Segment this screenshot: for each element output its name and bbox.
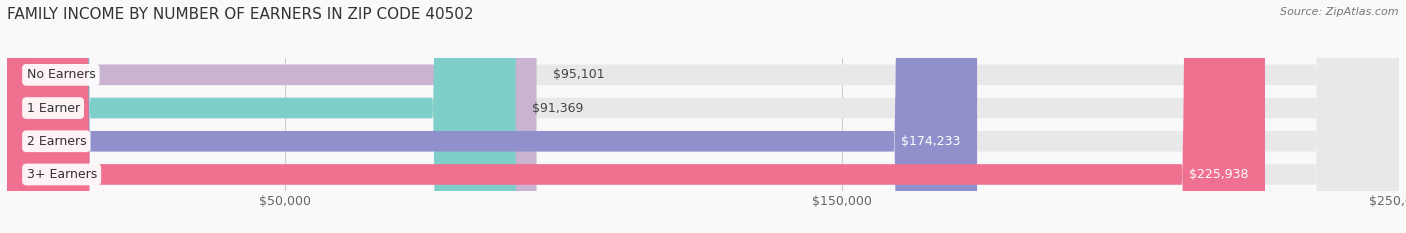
FancyBboxPatch shape <box>7 0 1399 233</box>
Text: FAMILY INCOME BY NUMBER OF EARNERS IN ZIP CODE 40502: FAMILY INCOME BY NUMBER OF EARNERS IN ZI… <box>7 7 474 22</box>
FancyBboxPatch shape <box>7 0 1265 233</box>
Text: Source: ZipAtlas.com: Source: ZipAtlas.com <box>1281 7 1399 17</box>
Text: $174,233: $174,233 <box>901 135 960 148</box>
Text: 3+ Earners: 3+ Earners <box>27 168 97 181</box>
FancyBboxPatch shape <box>7 0 1399 233</box>
FancyBboxPatch shape <box>7 0 1399 233</box>
Text: 1 Earner: 1 Earner <box>27 102 80 115</box>
FancyBboxPatch shape <box>7 0 977 233</box>
FancyBboxPatch shape <box>7 0 537 233</box>
FancyBboxPatch shape <box>7 0 1399 233</box>
Text: $95,101: $95,101 <box>553 68 605 81</box>
Text: No Earners: No Earners <box>27 68 96 81</box>
Text: 2 Earners: 2 Earners <box>27 135 86 148</box>
FancyBboxPatch shape <box>7 0 516 233</box>
Text: $225,938: $225,938 <box>1189 168 1249 181</box>
Text: $91,369: $91,369 <box>533 102 583 115</box>
